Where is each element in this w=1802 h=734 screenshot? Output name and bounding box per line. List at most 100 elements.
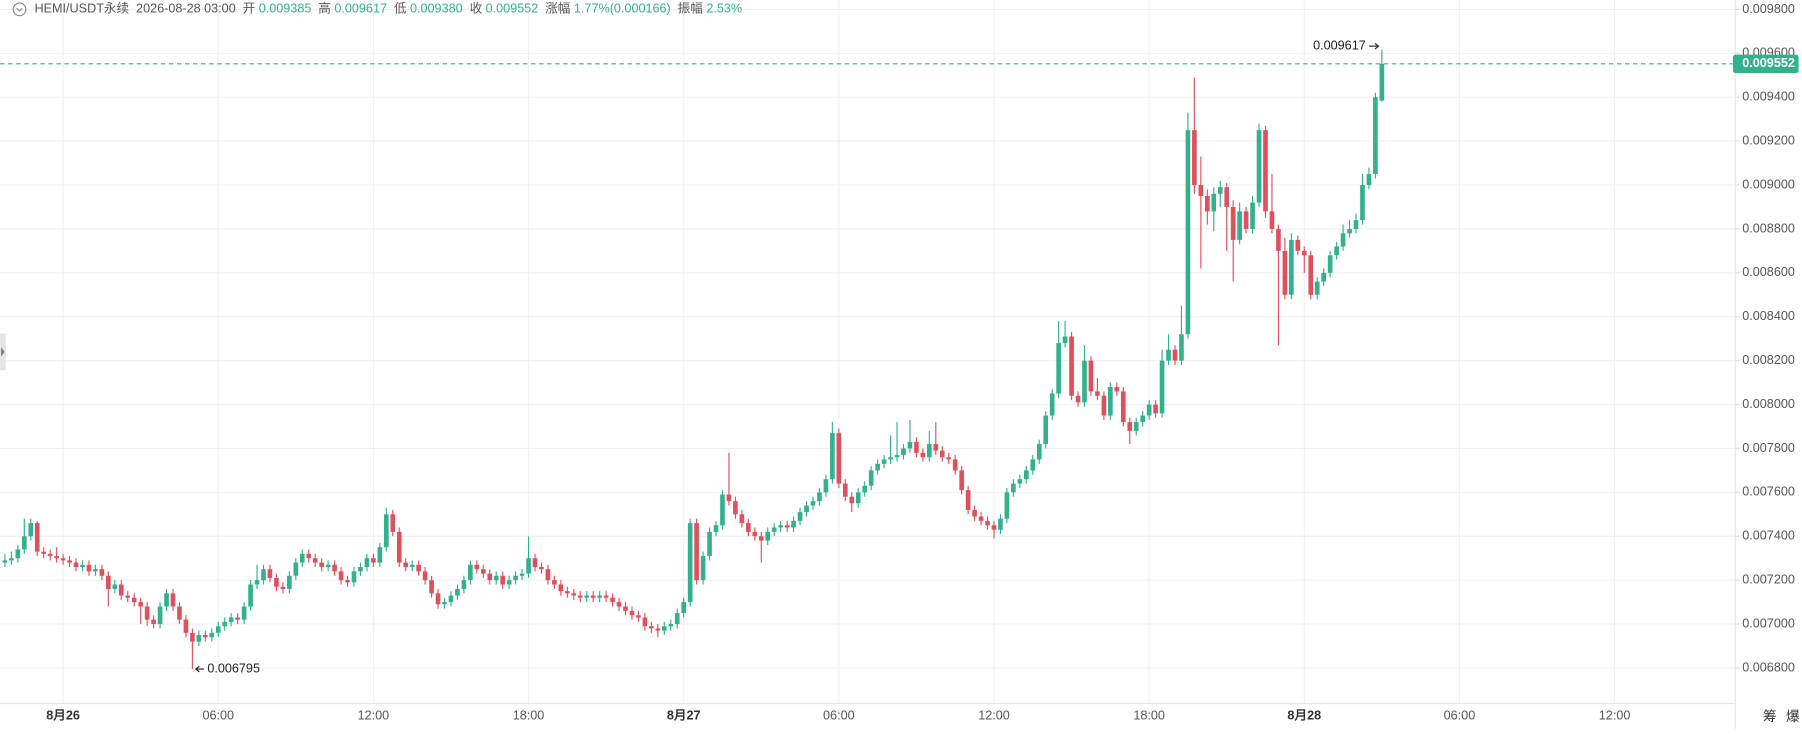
candle-body — [215, 626, 221, 633]
last-price-label: 0.009552 — [1742, 56, 1795, 70]
candle-body — [358, 566, 363, 572]
candle-body — [41, 551, 47, 554]
candle-body — [280, 586, 286, 589]
y-tick-label: 0.007000 — [1742, 616, 1795, 630]
candle-body — [1023, 470, 1029, 480]
candle-body — [125, 595, 131, 598]
tool-button[interactable]: 筹 — [1763, 708, 1777, 724]
candle-body — [577, 595, 583, 598]
candle-body — [118, 584, 124, 596]
candle-body — [674, 613, 680, 625]
candle-body — [1321, 272, 1327, 282]
candle-body — [991, 525, 997, 530]
candle-body — [1295, 239, 1301, 251]
candle-body — [888, 457, 893, 460]
tool-button[interactable]: 爆 — [1786, 709, 1800, 724]
candle-body — [396, 531, 402, 563]
candle-body — [985, 520, 990, 526]
side-panel-arrow — [1, 347, 5, 357]
candle-body — [875, 463, 880, 471]
candle-body — [810, 501, 816, 506]
candle-body — [371, 558, 376, 563]
candle-body — [842, 483, 848, 497]
candle-body — [526, 558, 531, 574]
candle-body — [907, 441, 913, 449]
candle-body — [21, 536, 27, 550]
candle-body — [86, 564, 92, 572]
candle-body — [565, 591, 570, 594]
candle-body — [506, 580, 512, 585]
candle-body — [668, 624, 674, 627]
collapse-icon[interactable] — [12, 2, 27, 17]
candle-body — [235, 617, 240, 620]
candle-body — [1289, 239, 1294, 295]
candle-body — [196, 635, 202, 642]
candle-body — [1082, 360, 1087, 403]
candle-body — [862, 485, 868, 493]
field-value: 0.009552 — [486, 2, 539, 16]
x-tick-label: 06:00 — [823, 709, 855, 723]
candle-body — [1030, 459, 1036, 471]
candle-body — [1204, 196, 1210, 212]
y-tick-label: 0.006800 — [1742, 660, 1795, 674]
candle-body — [228, 617, 234, 622]
candle-body — [629, 610, 635, 616]
candle-body — [791, 520, 796, 528]
x-tick-label: 8月26 — [46, 709, 80, 723]
candle-body — [435, 593, 441, 605]
candle-body — [112, 584, 118, 589]
candle-body — [1276, 228, 1281, 251]
candle-body — [927, 444, 932, 458]
candle-body — [752, 531, 758, 537]
candle-body — [1185, 130, 1191, 335]
candle-body — [784, 525, 790, 528]
candle-body — [1327, 255, 1333, 273]
candle-body — [106, 575, 111, 589]
candle-body — [151, 619, 156, 625]
candle-body — [403, 562, 409, 567]
candle-body — [493, 575, 499, 581]
candle-body — [584, 595, 590, 598]
candle-body — [519, 573, 525, 576]
candle-body — [1237, 211, 1242, 240]
candle-body — [1108, 386, 1113, 416]
candle-body — [1043, 415, 1049, 445]
candle-body — [1308, 255, 1314, 295]
candle-body — [849, 496, 855, 504]
candle-body — [1211, 193, 1217, 212]
candle-body — [726, 494, 732, 502]
x-tick-label: 12:00 — [358, 709, 390, 723]
candle-body — [823, 479, 829, 493]
candle-body — [306, 553, 312, 559]
candle-body — [901, 448, 906, 456]
candle-body — [1153, 404, 1158, 414]
candle-body — [978, 516, 984, 521]
candle-body — [325, 564, 331, 567]
candle-body — [177, 606, 182, 620]
y-tick-label: 0.008600 — [1742, 265, 1795, 279]
candle-body — [758, 536, 764, 541]
candle-body — [855, 492, 861, 504]
candle-body — [480, 569, 486, 574]
candle-body — [700, 556, 706, 581]
candle-body — [1049, 393, 1055, 416]
candle-body — [1069, 336, 1074, 396]
y-tick-label: 0.009400 — [1742, 90, 1795, 104]
x-tick-label: 8月27 — [667, 709, 701, 723]
candle-body — [1256, 130, 1262, 203]
candle-body — [164, 593, 169, 607]
candle-body — [183, 619, 189, 633]
collapse-chevron — [16, 7, 23, 12]
candle-body — [1179, 334, 1184, 361]
candle-body — [946, 457, 952, 460]
candle-body — [345, 580, 350, 583]
candle-body — [144, 606, 150, 620]
candle-body — [1250, 202, 1255, 229]
field-value: 0.009385 — [259, 2, 312, 16]
candle-body — [377, 547, 383, 563]
candle-body — [1017, 479, 1023, 484]
candle-body — [248, 584, 253, 607]
candle-body — [1314, 281, 1320, 295]
candle-body — [1146, 404, 1152, 416]
